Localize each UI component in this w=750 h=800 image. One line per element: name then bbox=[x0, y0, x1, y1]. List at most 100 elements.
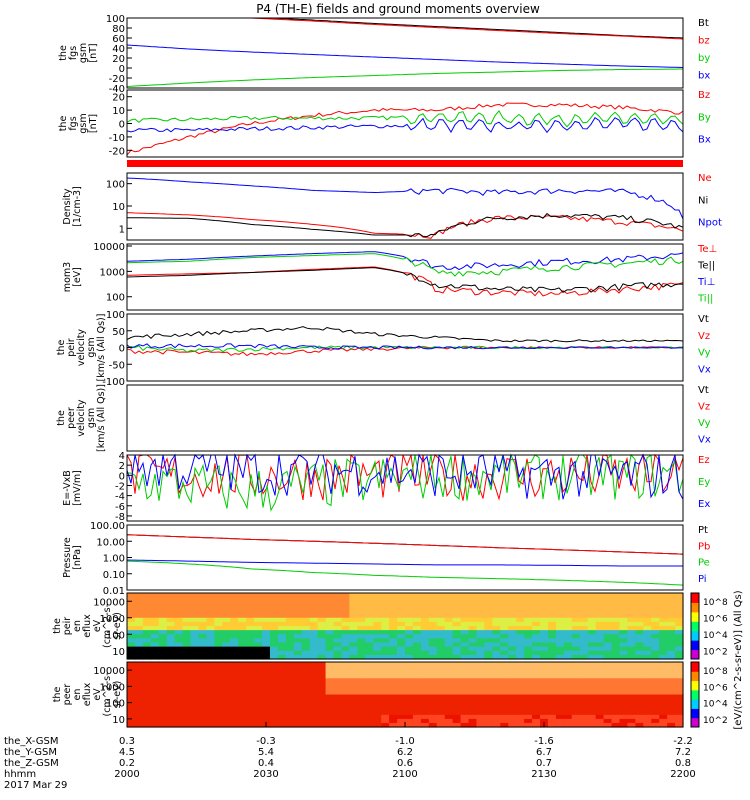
y-tick-label: 0.10 bbox=[103, 570, 125, 581]
spectrogram-cell bbox=[524, 678, 533, 683]
y-tick-label: -2 bbox=[115, 481, 125, 492]
spectrogram-cell bbox=[651, 722, 660, 728]
spectrogram-cell bbox=[214, 722, 223, 728]
spectrogram-cell bbox=[476, 694, 486, 700]
spectrogram-cell bbox=[317, 674, 327, 679]
spectrogram-cell bbox=[611, 682, 621, 687]
spectrogram-cell bbox=[484, 601, 493, 606]
spectrogram-cell bbox=[611, 630, 621, 635]
spectrogram-cell bbox=[627, 678, 636, 683]
panel-frame bbox=[126, 243, 684, 311]
spectrogram-cell bbox=[547, 690, 557, 696]
spectrogram-cell bbox=[397, 626, 406, 631]
spectrogram-cell bbox=[476, 670, 486, 675]
spectrogram-cell bbox=[397, 682, 406, 687]
spectrogram-cell bbox=[675, 702, 684, 708]
spectrogram-cell bbox=[309, 690, 319, 696]
spectrogram-cell bbox=[460, 609, 470, 615]
y-tick-label: -100 bbox=[102, 377, 125, 388]
spectrogram-cell bbox=[643, 626, 652, 631]
spectrogram-cell bbox=[547, 678, 557, 683]
spectrogram-cell bbox=[142, 621, 152, 627]
spectrogram-cell bbox=[134, 706, 144, 712]
legend-bz: Bz bbox=[698, 90, 710, 101]
spectrogram-cell bbox=[571, 722, 581, 728]
spectrogram-cell bbox=[619, 670, 628, 675]
spectrogram-cell bbox=[524, 686, 533, 692]
spectrogram-cell bbox=[579, 621, 589, 627]
y-tick-label: 1000 bbox=[100, 682, 125, 693]
spectrogram-cell bbox=[317, 718, 327, 724]
spectrogram-cell bbox=[206, 694, 215, 700]
spectrogram-cell bbox=[182, 626, 192, 631]
spectrogram-cell bbox=[238, 710, 247, 716]
spectrogram-cell bbox=[508, 694, 517, 700]
colorbar-segment bbox=[691, 699, 699, 709]
spectrogram-cell bbox=[333, 666, 343, 671]
spectrogram-cell bbox=[428, 654, 438, 660]
spectrogram-cell bbox=[460, 593, 470, 598]
spectrogram-cell bbox=[667, 722, 676, 728]
spectrogram-cell bbox=[373, 593, 382, 598]
spectrogram-cell bbox=[309, 597, 319, 602]
spectrogram-cell bbox=[262, 601, 271, 606]
spectrogram-cell bbox=[667, 650, 676, 656]
spectrogram-cell bbox=[317, 613, 327, 619]
spectrogram-cell bbox=[214, 605, 223, 611]
spectrogram-cell bbox=[246, 694, 255, 700]
spectrogram-cell bbox=[547, 650, 557, 656]
spectrogram-cell bbox=[142, 650, 152, 656]
spectrogram-cell bbox=[230, 630, 239, 635]
spectrogram-cell bbox=[619, 718, 628, 724]
spectrogram-cell bbox=[357, 638, 366, 644]
spectrogram-cell bbox=[667, 710, 676, 716]
spectrogram-cell bbox=[174, 609, 184, 615]
spectrogram-cell bbox=[524, 621, 533, 627]
spectrogram-cell bbox=[293, 662, 303, 667]
spectrogram-cell bbox=[301, 674, 311, 679]
spectrogram-cell bbox=[277, 690, 287, 696]
spectrogram-cell bbox=[420, 686, 430, 692]
spectrogram-cell bbox=[412, 698, 422, 704]
spectrogram-cell bbox=[397, 642, 406, 648]
spectrogram-cell bbox=[659, 621, 668, 627]
spectrogram-cell bbox=[428, 666, 438, 671]
spectrogram-cell bbox=[349, 662, 358, 667]
spectrogram-cell bbox=[365, 621, 374, 627]
spectrogram-cell bbox=[293, 593, 303, 598]
spectrogram-cell bbox=[492, 678, 501, 683]
spectrogram-cell bbox=[420, 609, 430, 615]
spectrogram-cell bbox=[563, 706, 573, 712]
spectrogram-cell bbox=[500, 702, 509, 708]
spectrogram-cell bbox=[238, 597, 247, 602]
spectrogram-cell bbox=[540, 706, 549, 712]
spectrogram-cell bbox=[643, 682, 652, 687]
spectrogram-cell bbox=[206, 678, 215, 683]
spectrogram-cell bbox=[373, 650, 382, 656]
spectrogram-cell bbox=[436, 706, 446, 712]
colorbar-segment bbox=[691, 689, 699, 700]
spectrogram-cell bbox=[190, 698, 200, 704]
legend-ey: Ey bbox=[698, 477, 710, 488]
spectrogram-cell bbox=[333, 686, 343, 692]
x-row-label: the_X-GSM bbox=[4, 736, 58, 747]
spectrogram-cell bbox=[127, 722, 136, 728]
spectrogram-cell bbox=[611, 613, 621, 619]
spectrogram-cell bbox=[158, 630, 168, 635]
spectrogram-cell bbox=[190, 626, 200, 631]
spectrogram-cell bbox=[587, 682, 597, 687]
spectrogram-cell bbox=[333, 706, 343, 712]
spectrogram-cell bbox=[301, 670, 311, 675]
spectrogram-cell bbox=[166, 674, 176, 679]
spectrogram-cell bbox=[587, 646, 597, 652]
spectrogram-cell bbox=[142, 690, 152, 696]
spectrogram-cell bbox=[659, 605, 668, 611]
spectrogram-cell bbox=[635, 698, 644, 704]
spectrogram-cell bbox=[230, 710, 239, 716]
spectrogram-cell bbox=[317, 630, 327, 635]
spectrogram-cell bbox=[325, 621, 335, 627]
spectrogram-cell bbox=[158, 678, 168, 683]
spectrogram-cell bbox=[198, 605, 208, 611]
spectrogram-cell bbox=[484, 678, 493, 683]
spectrogram-cell bbox=[508, 702, 517, 708]
